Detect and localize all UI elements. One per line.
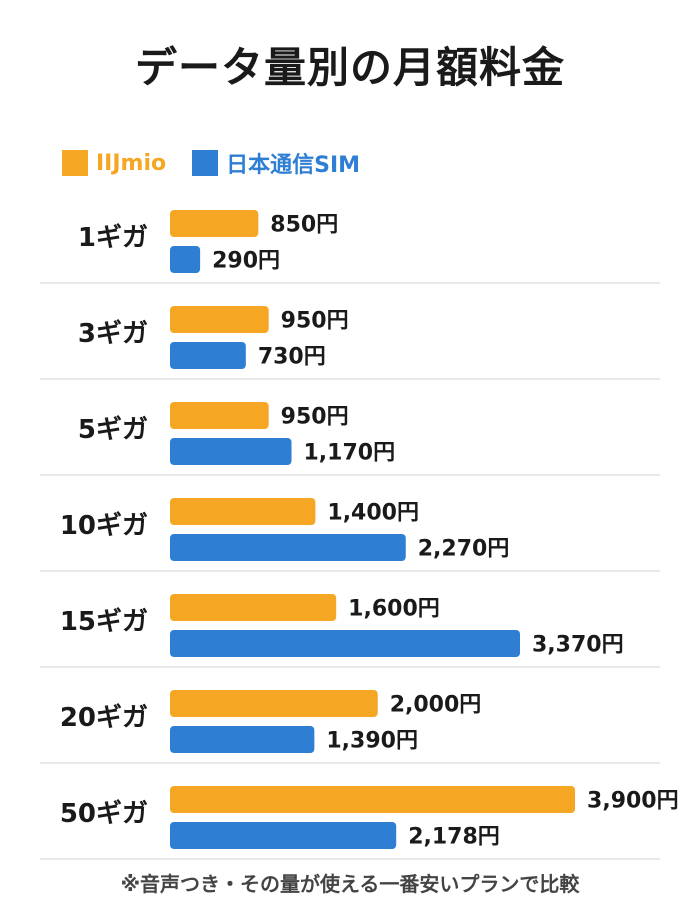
bar-iijmio-5gb (170, 402, 269, 429)
bar-iijmio-10gb (170, 498, 316, 525)
data-label-nihon-tsushin-5gb: 1,170円 (304, 441, 396, 466)
data-label-iijmio-5gb: 950円 (281, 405, 349, 430)
data-label-iijmio-20gb: 2,000円 (390, 693, 482, 718)
category-label-1gb: 1ギガ (78, 223, 148, 253)
data-label-nihon-tsushin-3gb: 730円 (258, 345, 326, 370)
category-label-5gb: 5ギガ (78, 415, 148, 445)
legend-item-iijmio: IIJmio (62, 150, 166, 176)
bar-nihon-tsushin-50gb (170, 822, 397, 849)
legend-label-iijmio: IIJmio (96, 150, 167, 176)
legend-item-nihon-tsushin: 日本通信SIM (192, 147, 360, 179)
bar-nihon-tsushin-3gb (170, 342, 246, 369)
category-label-50gb: 50ギガ (60, 799, 148, 829)
bar-nihon-tsushin-1gb (170, 246, 201, 273)
bar-iijmio-15gb (170, 594, 337, 621)
data-label-nihon-tsushin-15gb: 3,370円 (532, 633, 624, 658)
data-label-iijmio-3gb: 950円 (281, 309, 349, 334)
data-label-iijmio-10gb: 1,400円 (327, 501, 419, 526)
bar-iijmio-1gb (170, 210, 259, 237)
bar-iijmio-20gb (170, 690, 378, 717)
category-label-20gb: 20ギガ (60, 703, 148, 733)
data-label-nihon-tsushin-50gb: 2,178円 (408, 825, 500, 850)
bar-iijmio-3gb (170, 306, 269, 333)
footnote: ※音声つき・その量が使える一番安いプランで比較 (120, 872, 580, 896)
category-label-15gb: 15ギガ (60, 607, 148, 637)
category-label-3gb: 3ギガ (78, 319, 148, 349)
data-label-nihon-tsushin-20gb: 1,390円 (326, 729, 418, 754)
bar-nihon-tsushin-10gb (170, 534, 406, 561)
data-label-iijmio-50gb: 3,900円 (587, 789, 679, 814)
legend: IIJmio 日本通信SIM (62, 148, 386, 178)
legend-label-nihon-tsushin: 日本通信SIM (226, 153, 361, 178)
data-label-nihon-tsushin-1gb: 290円 (212, 249, 280, 274)
bar-nihon-tsushin-20gb (170, 726, 315, 753)
data-label-iijmio-15gb: 1,600円 (348, 597, 440, 622)
category-label-10gb: 10ギガ (60, 511, 148, 541)
data-label-nihon-tsushin-10gb: 2,270円 (418, 537, 510, 562)
bar-nihon-tsushin-5gb (170, 438, 292, 465)
bar-iijmio-50gb (170, 786, 576, 813)
data-label-iijmio-1gb: 850円 (270, 213, 338, 238)
legend-swatch-iijmio (62, 150, 88, 176)
bar-nihon-tsushin-15gb (170, 630, 520, 657)
chart-title: データ量別の月額料金 (134, 43, 565, 92)
legend-swatch-nihon-tsushin (192, 150, 219, 176)
